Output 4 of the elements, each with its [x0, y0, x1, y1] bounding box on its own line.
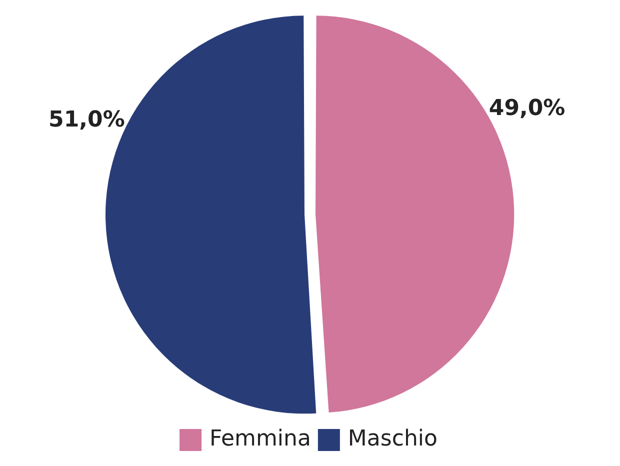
legend-label: Femmina	[210, 426, 311, 452]
data-label: 49,0%	[488, 96, 566, 122]
legend-label: Maschio	[348, 426, 438, 452]
data-label: 51,0%	[48, 108, 125, 133]
